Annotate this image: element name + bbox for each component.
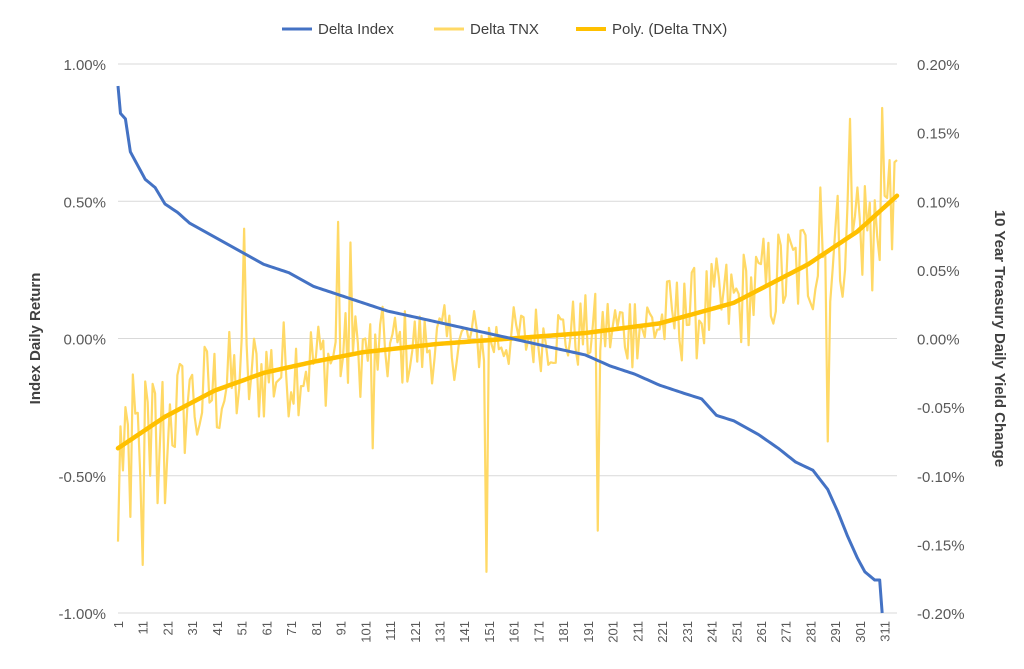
legend-item-delta-index-label: Delta Index: [318, 21, 394, 38]
x-tick-label: 151: [482, 621, 497, 643]
y-right-tick-label: -0.10%: [917, 469, 965, 486]
x-tick-label: 131: [432, 621, 447, 643]
y-axis-right-title: 10 Year Treasury Daily Yield Change: [991, 210, 1008, 467]
x-tick-label: 111: [383, 621, 398, 641]
x-tick-label: 201: [606, 621, 621, 643]
x-tick-label: 211: [630, 621, 645, 642]
series-line-delta-index: [116, 85, 884, 614]
y-axis-left-title: Index Daily Return: [27, 273, 44, 405]
y-left-tick-label: 0.50%: [63, 194, 106, 211]
y-right-tick-label: -0.15%: [917, 537, 965, 554]
series-line-poly-delta-tnx: [115, 193, 900, 451]
x-tick-label: 31: [185, 621, 200, 635]
x-tick-label: 221: [655, 621, 670, 643]
series-line-delta-tnx: [116, 106, 898, 573]
x-tick-label: 121: [408, 621, 423, 643]
x-tick-label: 161: [507, 621, 522, 643]
x-tick-label: 1: [111, 621, 126, 628]
x-tick-label: 261: [754, 621, 769, 643]
x-tick-label: 71: [284, 621, 299, 635]
x-tick-label: 231: [680, 621, 695, 643]
x-tick-label: 91: [334, 621, 349, 635]
y-right-tick-label: 0.10%: [917, 194, 960, 211]
x-tick-label: 21: [160, 621, 175, 635]
x-tick-label: 41: [210, 621, 225, 635]
x-tick-label: 311: [878, 621, 893, 642]
x-tick-label: 11: [136, 621, 151, 635]
x-tick-label: 81: [309, 621, 324, 635]
x-tick-label: 251: [729, 621, 744, 643]
y-right-tick-label: 0.15%: [917, 126, 960, 143]
y-right-tick-label: 0.20%: [917, 57, 960, 74]
x-tick-label: 101: [358, 621, 373, 643]
y-left-tick-label: 1.00%: [63, 57, 106, 74]
legend-item-poly-delta-tnx-label: Poly. (Delta TNX): [612, 21, 727, 38]
x-tick-label: 291: [828, 621, 843, 643]
y-right-tick-label: 0.05%: [917, 263, 960, 280]
y-left-tick-label: -0.50%: [58, 469, 106, 486]
x-tick-label: 281: [803, 621, 818, 643]
x-tick-label: 271: [779, 621, 794, 643]
y-left-tick-label: -1.00%: [58, 606, 106, 623]
x-tick-label: 301: [853, 621, 868, 643]
y-right-tick-label: -0.20%: [917, 606, 965, 623]
y-right-tick-label: -0.05%: [917, 400, 965, 417]
x-tick-label: 51: [235, 621, 250, 635]
x-tick-label: 141: [457, 621, 472, 643]
x-tick-label: 181: [556, 621, 571, 643]
y-right-tick-label: 0.00%: [917, 332, 960, 349]
x-tick-label: 61: [259, 621, 274, 635]
x-tick-label: 171: [531, 621, 546, 643]
x-tick-label: 241: [705, 621, 720, 643]
y-left-tick-label: 0.00%: [63, 332, 106, 349]
x-tick-label: 191: [581, 621, 596, 643]
legend-item-delta-tnx-label: Delta TNX: [470, 21, 539, 38]
